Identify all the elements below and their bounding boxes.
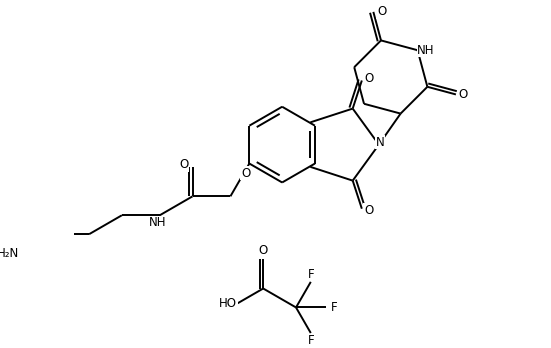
Text: O: O [241, 166, 250, 180]
Text: NH: NH [149, 216, 166, 229]
Text: H₂N: H₂N [0, 247, 19, 260]
Text: NH: NH [417, 44, 435, 57]
Text: HO: HO [219, 297, 237, 310]
Text: N: N [376, 136, 385, 149]
Text: F: F [307, 268, 314, 281]
Text: O: O [258, 244, 268, 257]
Text: O: O [377, 5, 386, 18]
Text: F: F [307, 334, 314, 347]
Text: O: O [364, 204, 373, 217]
Text: O: O [364, 72, 373, 86]
Text: F: F [331, 301, 337, 314]
Text: O: O [180, 158, 189, 172]
Text: O: O [458, 88, 467, 101]
